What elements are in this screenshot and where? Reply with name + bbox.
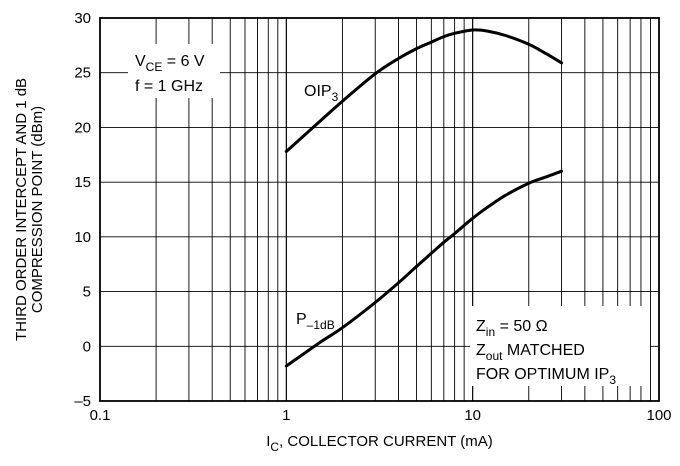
series — [284, 28, 564, 368]
annotation-vce-sub: CE — [146, 60, 163, 74]
annotation-zin-rest: = 50 Ω — [495, 318, 547, 335]
annotation-zin-sub: in — [486, 325, 495, 339]
y-tick-label: 25 — [74, 65, 91, 82]
annotation-zin-main: Z — [476, 318, 486, 335]
annotation-optimum-main: FOR OPTIMUM IP — [476, 366, 609, 383]
series-label-oip3: OIP3 — [304, 83, 339, 104]
series-line-oip3 — [284, 28, 564, 153]
annotation-vce-main: V — [135, 53, 146, 70]
plot-frame — [99, 17, 660, 402]
annotation-optimum-sub: 3 — [609, 373, 616, 387]
x-tick-label: 1 — [282, 407, 290, 424]
y-axis-label-line1: THIRD ORDER INTERCEPT AND 1 dB — [13, 78, 30, 341]
x-tick-label: 100 — [646, 407, 671, 424]
series-label-p1db: P–1dB — [296, 311, 335, 332]
annotation-vce: VCE = 6 V — [135, 53, 205, 74]
annotation-zin: Zin = 50 Ω — [476, 318, 548, 339]
series-label-oip3-main: OIP — [304, 83, 332, 100]
y-tick-label: 10 — [74, 229, 91, 246]
y-tick-label: –5 — [74, 393, 91, 410]
annotation-zout-main: Z — [476, 342, 486, 359]
series-label-p1db-main: P — [296, 311, 307, 328]
conditions-box — [128, 44, 220, 98]
annotation-frequency: f = 1 GHz — [135, 78, 203, 95]
annotation-vce-rest: = 6 V — [162, 53, 205, 70]
x-tick-label: 10 — [464, 407, 481, 424]
y-tick-label: 5 — [83, 284, 91, 301]
annotation-zout-sub: out — [486, 349, 503, 363]
annotation-zout: Zout MATCHED — [476, 342, 585, 363]
matching-box — [470, 306, 650, 386]
x-axis-label-rest: , COLLECTOR CURRENT (mA) — [279, 433, 493, 450]
y-tick-label: 0 — [83, 338, 91, 355]
annotation-optimum-ip3: FOR OPTIMUM IP3 — [476, 366, 616, 387]
x-axis-label: IC, COLLECTOR CURRENT (mA) — [266, 433, 492, 454]
y-axis-label-line2: COMPRESSION POINT (dBm) — [29, 106, 46, 313]
series-label-p1db-sub: –1dB — [307, 318, 335, 332]
y-tick-label: 15 — [74, 174, 91, 191]
series-line-p1db — [284, 169, 564, 368]
x-tick-label: 0.1 — [90, 407, 111, 424]
tick-labels: 0.1 1 10 100 –5 0 5 10 15 20 25 30 — [74, 10, 671, 424]
y-tick-label: 20 — [74, 119, 91, 136]
y-tick-label: 30 — [74, 10, 91, 27]
series-label-oip3-sub: 3 — [332, 90, 339, 104]
x-axis-label-main: I — [266, 433, 270, 450]
x-axis-label-sub: C — [270, 440, 279, 454]
annotation-zout-rest: MATCHED — [502, 342, 584, 359]
